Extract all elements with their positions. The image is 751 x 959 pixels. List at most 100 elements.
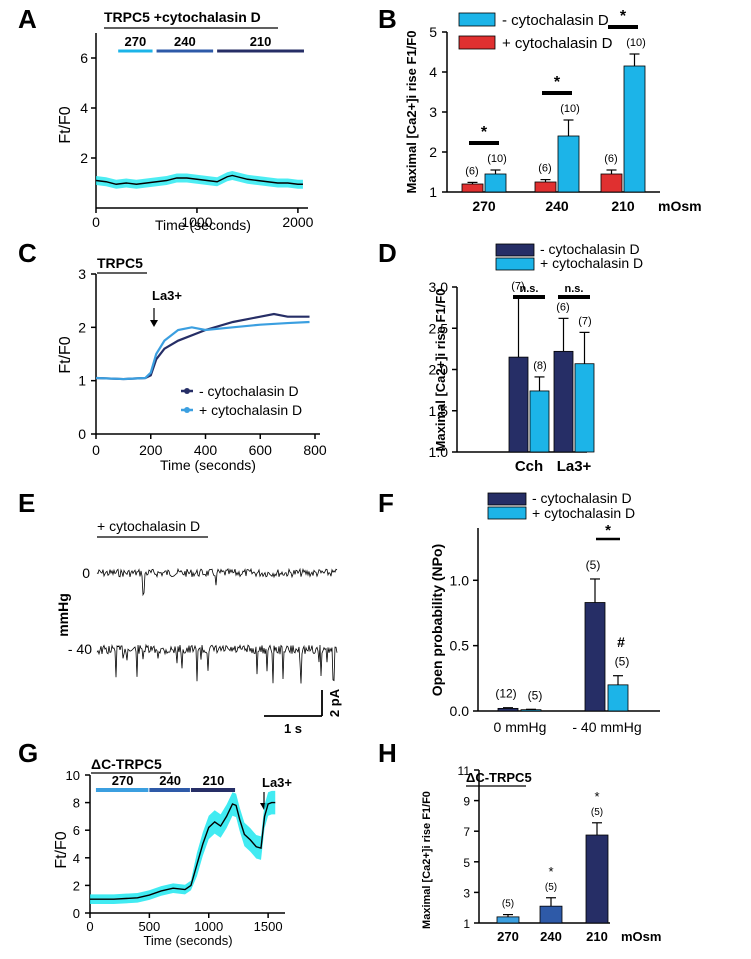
g-trace — [90, 801, 276, 900]
c-ytick-label: 3 — [78, 266, 86, 282]
b-unit: mOsm — [658, 198, 702, 214]
c-ytick-label: 0 — [78, 426, 86, 442]
panel-label-B: B — [378, 4, 397, 34]
g-xtick-label: 0 — [86, 919, 93, 934]
f-legend-label-2: + cytochalasin D — [532, 505, 635, 521]
f-ytick-label: 0.0 — [450, 703, 470, 719]
f-legend-label-1: - cytochalasin D — [532, 490, 632, 506]
b-legend-swatch-blue — [458, 12, 496, 27]
d-bar-light-0 — [529, 390, 550, 453]
b-ylabel: Maximal [Ca2+]i rise F1/F0 — [404, 31, 419, 194]
g-ytick-label: 10 — [66, 768, 80, 783]
b-legend-swatch-red — [458, 35, 496, 50]
f-n-light-0: (5) — [528, 688, 543, 702]
a-xtick-label: 0 — [92, 214, 100, 230]
panel-label-E: E — [18, 488, 35, 518]
g-ytick-label: 2 — [73, 878, 80, 893]
c-xtick-label: 0 — [92, 442, 100, 458]
e-level-0: 0 — [82, 565, 90, 581]
d-n-dark-1: (6) — [556, 301, 569, 313]
g-segment-label-270: 270 — [112, 773, 134, 788]
e-scale-time-label: 1 s — [284, 721, 302, 736]
h-ytick-label: 9 — [463, 795, 470, 809]
f-ytick-label: 1.0 — [450, 572, 470, 588]
c-legend-marker-1 — [184, 407, 190, 413]
c-la-label: La3+ — [152, 288, 182, 303]
h-bar-210 — [585, 834, 609, 924]
b-sig-star-210: * — [620, 8, 627, 25]
c-xlabel: Time (seconds) — [160, 457, 256, 473]
g-ytick-label: 0 — [73, 906, 80, 921]
b-bar-blue-270 — [484, 173, 507, 193]
e-trace-40mmHg — [96, 643, 338, 684]
c-series-1 — [95, 320, 310, 381]
c-xtick-label: 400 — [194, 442, 218, 458]
c-ytick-label: 2 — [78, 319, 86, 335]
d-legend-swatch-light — [495, 257, 535, 271]
a-segment-label-270: 270 — [125, 34, 147, 49]
e-scale-current-label: 2 pA — [327, 688, 342, 717]
f-n-dark-1: (5) — [586, 558, 601, 572]
g-ytick-label: 4 — [73, 851, 80, 866]
b-ytick-label: 5 — [429, 24, 437, 40]
d-sig-label-1: n.s. — [565, 283, 584, 295]
f-n-dark-0: (12) — [495, 687, 516, 701]
g-xtick-label: 1500 — [254, 919, 283, 934]
f-xtick-label-1: - 40 mmHg — [572, 719, 641, 735]
b-n-blue-240: (10) — [560, 103, 580, 115]
g-title: ΔC-TRPC5 — [91, 756, 162, 772]
c-legend-marker-0 — [184, 388, 190, 394]
d-ytick-label: 2.0 — [429, 362, 449, 378]
panel-label-C: C — [18, 238, 37, 268]
g-la-label: La3+ — [262, 775, 292, 790]
b-xtick-label-210: 210 — [611, 198, 635, 214]
b-n-red-240: (6) — [538, 163, 551, 175]
panel-label-F: F — [378, 488, 394, 518]
a-ytick-label: 6 — [80, 50, 88, 66]
d-n-light-1: (7) — [578, 315, 591, 327]
e-label: + cytochalasin D — [97, 518, 200, 534]
d-ytick-label: 3.0 — [429, 279, 449, 295]
c-ytick-label: 1 — [78, 373, 86, 389]
panel-label-G: G — [18, 738, 38, 768]
panel-label-D: D — [378, 238, 397, 268]
h-n-270: (5) — [502, 899, 514, 910]
a-ytick-label: 2 — [80, 150, 88, 166]
a-trace — [95, 174, 303, 185]
b-legend-label-1: - cytochalasin D — [502, 12, 609, 29]
a-title: TRPC5 +cytochalasin D — [104, 9, 261, 25]
c-xtick-label: 600 — [249, 442, 273, 458]
h-bar-270 — [496, 916, 520, 924]
c-legend-label-0: - cytochalasin D — [199, 383, 299, 399]
b-ytick-label: 1 — [429, 184, 437, 200]
b-ytick-label: 2 — [429, 144, 437, 160]
h-ytick-label: 1 — [463, 917, 470, 931]
b-n-red-210: (6) — [604, 153, 617, 165]
d-xtick-label-1: La3+ — [557, 458, 592, 475]
b-n-blue-270: (10) — [487, 153, 507, 165]
b-bar-red-210 — [600, 173, 623, 193]
d-bar-light-1 — [574, 363, 595, 453]
g-xlabel: Time (seconds) — [143, 933, 232, 948]
c-ylabel: Ft/F0 — [57, 336, 74, 373]
f-bar-dark-0 — [497, 707, 519, 712]
c-legend-label-1: + cytochalasin D — [199, 402, 302, 418]
f-legend-swatch-light — [487, 506, 527, 520]
d-xtick-label-0: Cch — [515, 458, 543, 475]
d-n-light-0: (8) — [533, 360, 546, 372]
g-ylabel: Ft/F0 — [53, 831, 70, 868]
g-segment-label-210: 210 — [203, 773, 225, 788]
panel-label-H: H — [378, 738, 397, 768]
d-legend-swatch-dark — [495, 243, 535, 257]
d-legend-label-2: + cytochalasin D — [540, 255, 643, 271]
a-segment-label-240: 240 — [174, 34, 196, 49]
b-bar-red-270 — [461, 183, 484, 193]
h-ytick-label: 5 — [463, 856, 470, 870]
h-ytick-label: 7 — [463, 825, 470, 839]
b-ytick-label: 3 — [429, 104, 437, 120]
a-xtick-label: 2000 — [282, 214, 313, 230]
f-bar-dark-1 — [584, 602, 606, 712]
f-hash: # — [617, 634, 625, 650]
h-bar-240 — [539, 905, 563, 924]
